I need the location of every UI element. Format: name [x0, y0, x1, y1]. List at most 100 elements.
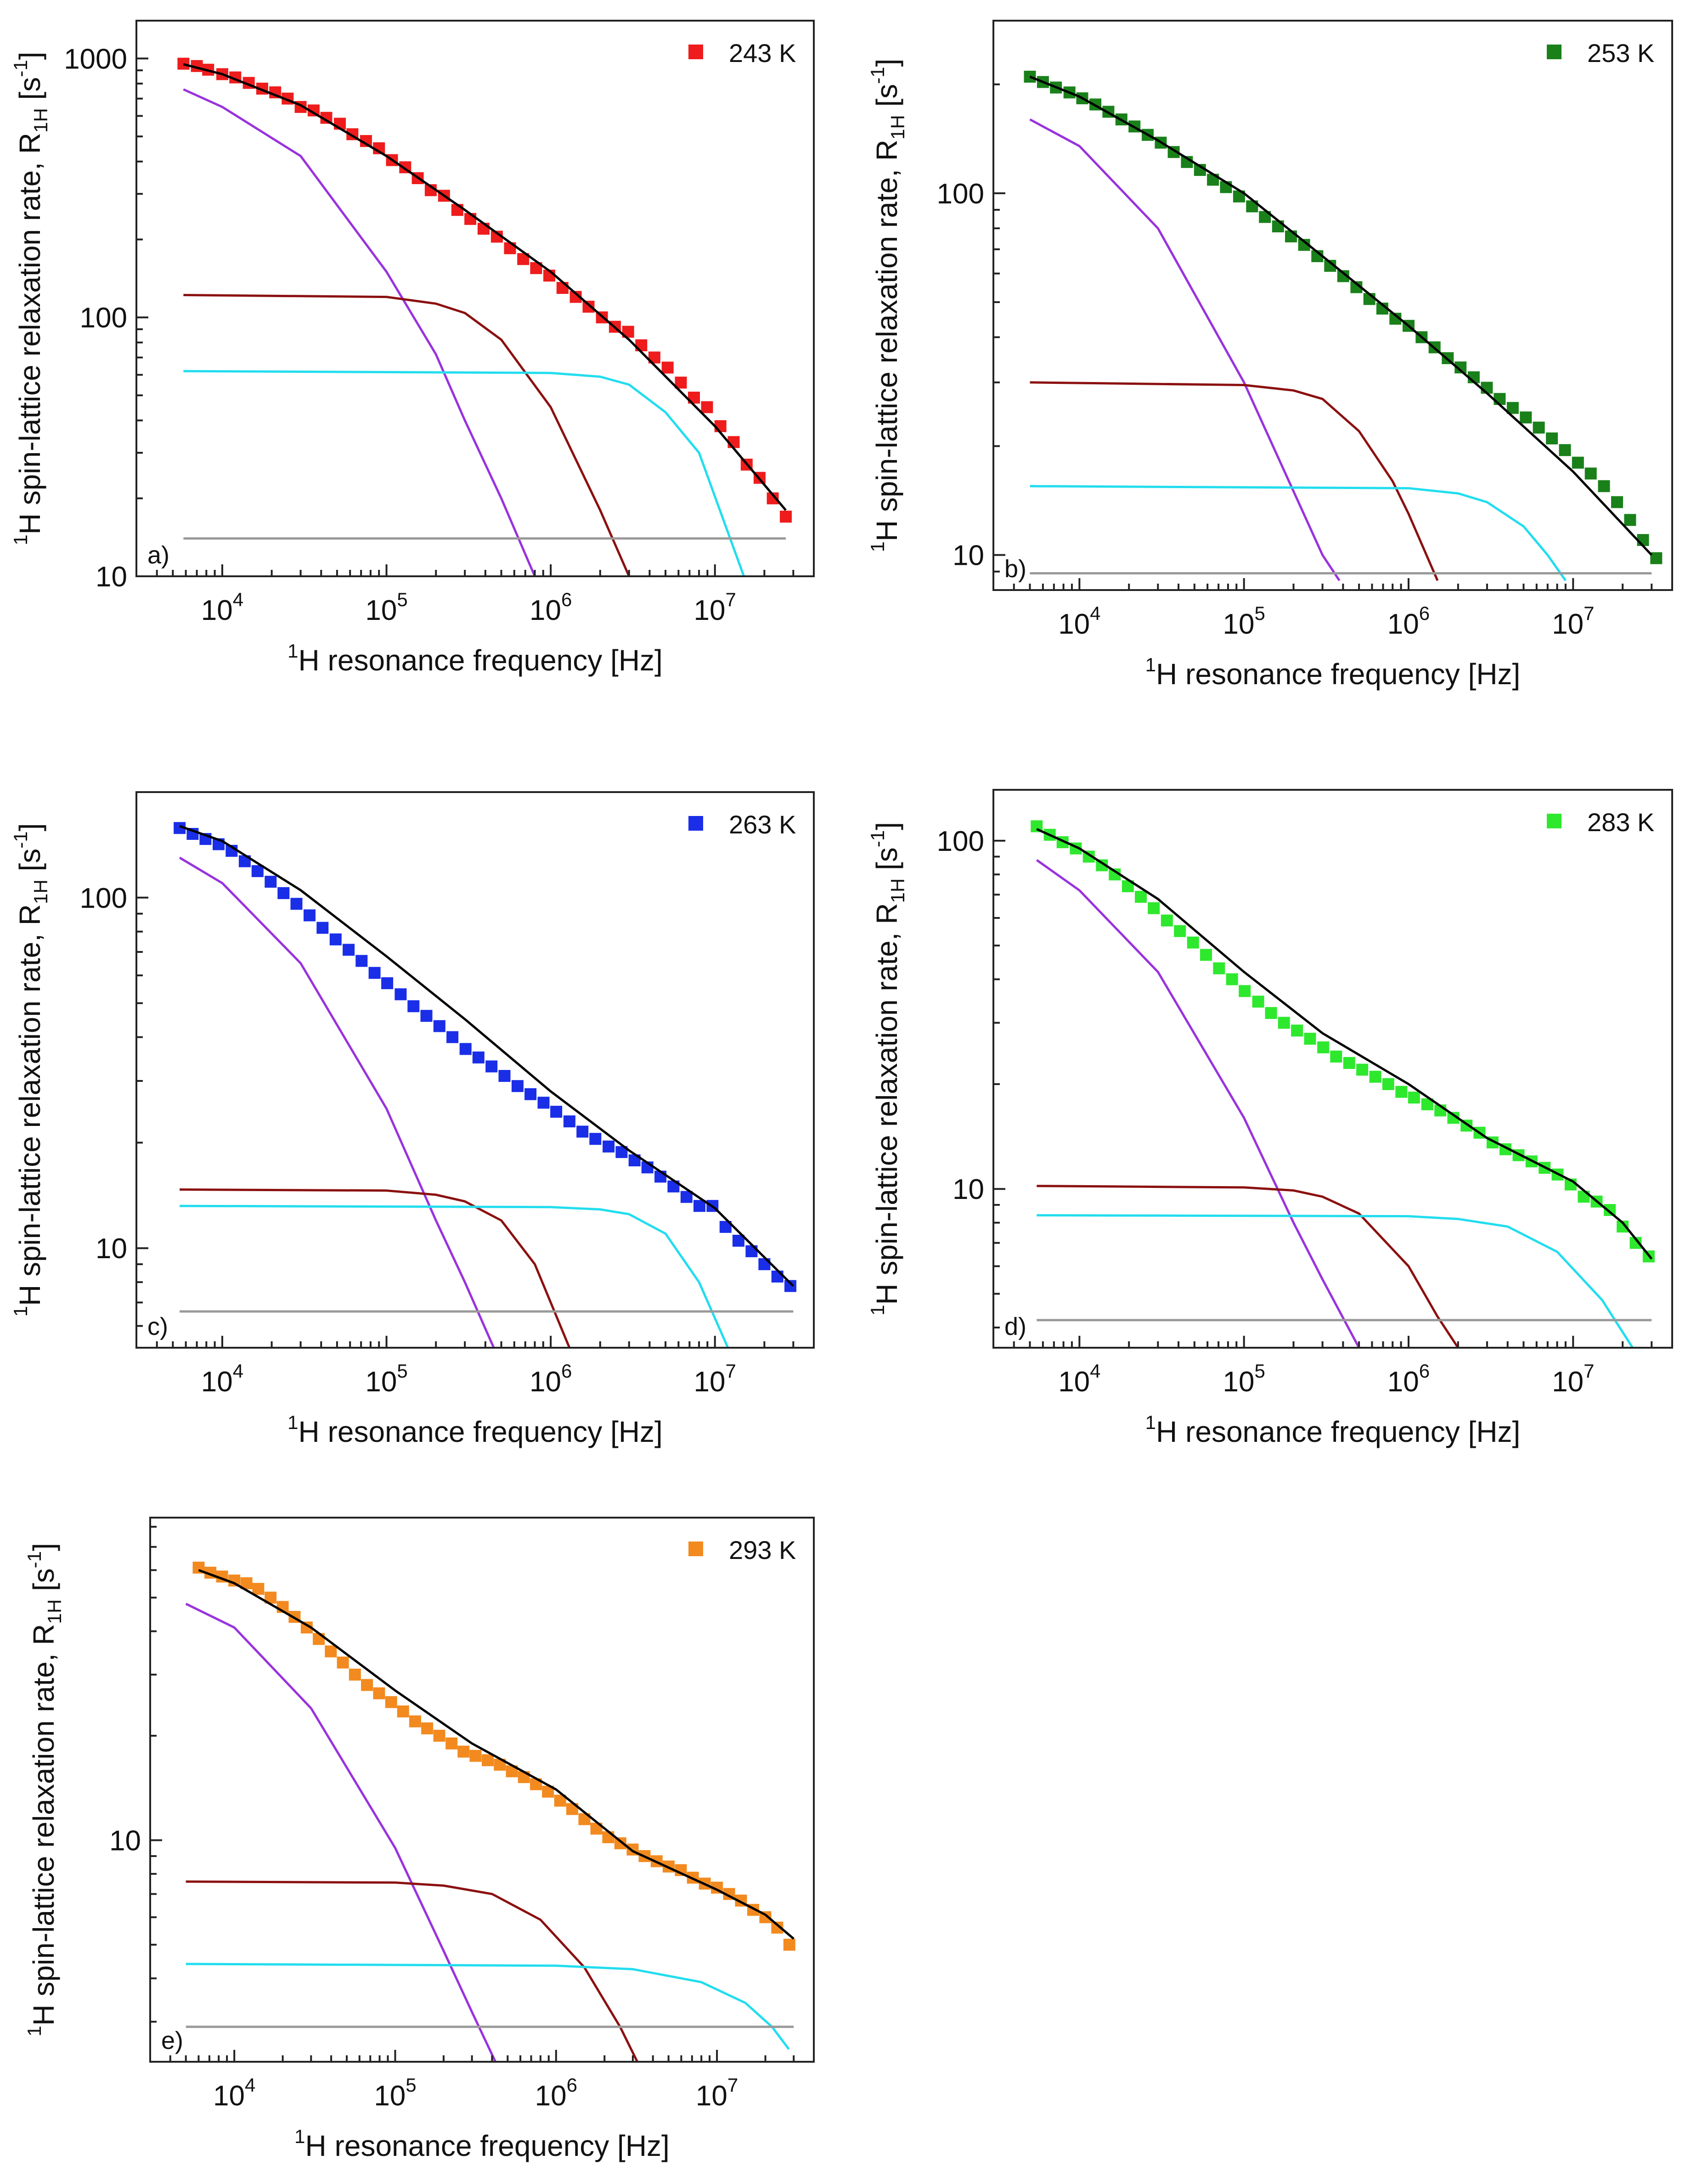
data-point [472, 1051, 485, 1063]
y-axis-title-text: H spin-lattice relaxation rate, R [870, 903, 903, 1305]
y-axis-title-unit: [s [13, 849, 46, 880]
data-point [603, 1140, 615, 1153]
data-point [368, 967, 381, 979]
plot-area [177, 57, 792, 576]
data-point [1278, 1017, 1290, 1029]
data-point [556, 282, 569, 294]
plot-area [1024, 71, 1663, 581]
plot-area [1031, 820, 1655, 1348]
x-tick-base: 10 [213, 2080, 245, 2112]
y-axis-title-unit-exponent: -1 [23, 1551, 45, 1568]
x-tick-label: 106 [535, 2074, 577, 2112]
data-point [1382, 1078, 1394, 1090]
x-tick-label: 107 [694, 589, 736, 626]
component-curve-2 [180, 1188, 571, 1348]
x-tick-base: 10 [530, 595, 561, 626]
data-point [661, 361, 674, 374]
x-tick-base: 10 [535, 2080, 567, 2112]
y-tick-label: 10 [96, 1233, 127, 1265]
data-point [252, 1583, 265, 1595]
x-tick-base: 10 [1058, 1366, 1090, 1398]
y-tick-label: 10 [953, 1174, 984, 1205]
data-point [1343, 1057, 1355, 1069]
x-axis-title-text: H resonance frequency [Hz] [1156, 1415, 1520, 1448]
panel-label: d) [1004, 1313, 1026, 1340]
x-tick-exponent: 6 [1419, 1360, 1430, 1382]
x-axis-title: 1H resonance frequency [Hz] [1145, 654, 1521, 691]
data-point [582, 300, 595, 313]
x-tick-base: 10 [1387, 608, 1419, 640]
data-point [446, 1031, 459, 1043]
data-point [498, 1070, 511, 1082]
x-axis-title-text: H resonance frequency [Hz] [299, 1415, 663, 1448]
data-point [1265, 1007, 1277, 1019]
x-axis-title-text: H resonance frequency [Hz] [1156, 658, 1520, 691]
data-point [385, 1696, 397, 1708]
data-point [1559, 444, 1571, 456]
plot-frame [992, 20, 1673, 591]
plot-frame [135, 20, 815, 577]
data-point [524, 1088, 537, 1100]
y-axis-title-text: H spin-lattice relaxation rate, R [13, 904, 46, 1306]
x-tick-label: 107 [694, 1360, 736, 1398]
data-point [1174, 925, 1186, 937]
data-point [373, 1687, 385, 1699]
panel-label: c) [147, 1313, 168, 1340]
component-curve-2 [1030, 381, 1439, 581]
data-point [1252, 996, 1264, 1008]
x-axis-title-text: H resonance frequency [Hz] [305, 2129, 670, 2162]
component-curve-1 [1036, 859, 1360, 1348]
data-point [1395, 1086, 1408, 1098]
x-tick-exponent: 6 [561, 589, 572, 610]
x-tick-base: 10 [1552, 1366, 1584, 1398]
x-tick-base: 10 [365, 1366, 397, 1398]
data-point [1598, 480, 1610, 492]
data-point [349, 1668, 361, 1681]
y-axis-title-text: H spin-lattice relaxation rate, R [13, 133, 46, 534]
x-axis-title-superscript: 1 [294, 2126, 305, 2147]
x-axis-title: 1H resonance frequency [Hz] [287, 640, 663, 677]
x-tick-base: 10 [694, 1366, 726, 1398]
x-tick-base: 10 [1058, 608, 1090, 640]
component-curve-1 [185, 1603, 497, 2062]
y-axis-title-unit: [s [870, 84, 903, 115]
data-point [1285, 230, 1297, 242]
plot-frame [135, 791, 815, 1349]
x-tick-base: 10 [365, 595, 397, 626]
plot-area [174, 822, 796, 1348]
data-point [1239, 985, 1251, 997]
y-tick-label: 100 [937, 178, 984, 210]
data-point [780, 511, 792, 523]
data-point [602, 1831, 614, 1843]
data-point [1572, 456, 1584, 469]
data-point [1135, 891, 1147, 903]
fit-curve [1029, 75, 1653, 556]
x-axis-title-superscript: 1 [287, 1412, 298, 1433]
data-point [1317, 1041, 1330, 1053]
data-point [745, 1245, 758, 1257]
data-point [1624, 514, 1636, 526]
data-point [1200, 949, 1212, 961]
data-point [445, 1737, 458, 1750]
data-point [576, 1125, 589, 1138]
y-axis-title-text: H spin-lattice relaxation rate, R [27, 1624, 60, 2026]
data-point [1291, 1024, 1303, 1037]
y-axis-title-superscript: 1 [867, 1305, 888, 1316]
data-point [771, 1271, 784, 1283]
component-curve-3 [1037, 1214, 1634, 1348]
x-tick-label: 105 [374, 2074, 416, 2112]
data-point [381, 977, 394, 990]
y-axis-title-subscript: 1H [30, 879, 51, 904]
x-tick-label: 104 [213, 2074, 255, 2112]
y-axis-title-subscript: 1H [887, 878, 908, 903]
y-tick-label: 1000 [64, 43, 127, 75]
data-point [1584, 467, 1597, 480]
y-axis-title: 1H spin-lattice relaxation rate, R1H [s-… [867, 59, 908, 552]
legend-marker [688, 1542, 703, 1556]
plot-area [185, 1561, 795, 2062]
x-tick-exponent: 6 [561, 1360, 572, 1382]
y-tick-label: 10 [109, 1825, 141, 1857]
